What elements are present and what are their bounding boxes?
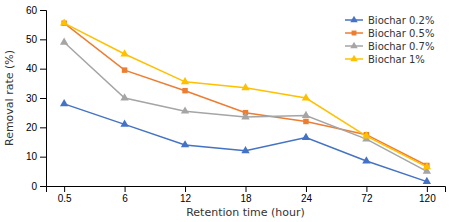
series-marker	[60, 18, 68, 25]
series-marker	[302, 111, 310, 118]
legend-label: Biochar 0.7%	[368, 41, 434, 52]
legend-item: Biochar 1%	[345, 54, 425, 65]
series-marker	[181, 106, 189, 113]
series-marker	[362, 156, 370, 163]
y-tick-label: 40	[26, 63, 38, 74]
legend-marker	[350, 16, 357, 22]
series-marker	[181, 77, 189, 84]
x-tick: 12	[180, 186, 192, 204]
x-tick-label: 12	[180, 193, 192, 204]
x-tick-mark	[246, 186, 247, 192]
x-tick: 0.5	[58, 186, 72, 204]
series-marker	[182, 88, 187, 93]
x-tick-label: 72	[361, 193, 373, 204]
y-tick: 60	[26, 5, 46, 16]
plot: 0.5 6 12 18 24 72 120 0 10 20 30 40 50 60 Biochar 0.2%…	[26, 5, 446, 204]
y-axis-line	[40, 11, 47, 187]
series-marker	[120, 49, 128, 56]
series-marker	[120, 120, 128, 127]
y-axis: 0 10 20 30 40 50 60	[26, 5, 47, 192]
y-tick-label: 60	[26, 5, 38, 16]
legend-item: Biochar 0.2%	[345, 15, 434, 26]
legend-marker	[350, 55, 357, 61]
x-tick-mark	[64, 186, 65, 192]
series-marker	[122, 67, 127, 72]
x-tick-label: 120	[419, 193, 436, 204]
x-tick-label: 24	[301, 193, 313, 204]
series-marker	[423, 162, 431, 169]
series-marker	[241, 112, 249, 119]
series-marker	[241, 83, 249, 90]
x-tick-label: 0.5	[58, 193, 72, 204]
x-axis-line	[47, 187, 446, 193]
y-tick-mark	[40, 157, 46, 158]
series-marker	[241, 146, 249, 153]
legend-marker	[350, 42, 357, 48]
x-tick-mark	[185, 186, 186, 192]
x-tick: 120	[419, 186, 436, 204]
x-tick: 6	[122, 186, 128, 204]
x-tick-mark	[125, 186, 126, 192]
y-tick-mark	[40, 127, 46, 128]
x-tick: 18	[240, 186, 252, 204]
legend-label: Biochar 0.5%	[368, 28, 434, 39]
series-marker	[60, 99, 68, 106]
legend-label: Biochar 1%	[368, 54, 425, 65]
y-tick-mark	[40, 98, 46, 99]
y-tick-mark	[40, 10, 46, 11]
x-tick-mark	[427, 186, 428, 192]
legend-item: Biochar 0.7%	[345, 41, 434, 52]
y-tick-mark	[40, 186, 46, 187]
legend-item: Biochar 0.5%	[345, 28, 434, 39]
legend-marker	[352, 31, 357, 36]
y-tick: 30	[26, 93, 46, 104]
x-tick-label: 18	[240, 193, 252, 204]
y-tick: 50	[26, 34, 46, 45]
x-tick: 72	[361, 186, 373, 204]
x-tick: 24	[301, 186, 313, 204]
series-marker	[423, 177, 431, 184]
series-marker	[120, 93, 128, 100]
y-tick: 10	[26, 151, 46, 162]
chart: 0.5 6 12 18 24 72 120 0 10 20 30 40 50 60 Biochar 0.2%…	[0, 0, 457, 222]
legend: Biochar 0.2% Biochar 0.5% Biochar 0.7% Bioc…	[345, 15, 434, 65]
y-tick-label: 0	[31, 181, 37, 192]
x-axis: 0.5 6 12 18 24 72 120	[47, 186, 446, 204]
y-tick-mark	[40, 39, 46, 40]
y-tick-label: 30	[26, 93, 38, 104]
y-tick-label: 50	[26, 34, 38, 45]
x-tick-label: 6	[122, 193, 128, 204]
series-line	[64, 42, 427, 171]
series-marker	[60, 37, 68, 44]
series-marker	[303, 119, 308, 124]
series-marker	[362, 131, 370, 138]
x-axis-title: Retention time (hour)	[186, 206, 305, 219]
series-marker	[302, 93, 310, 100]
y-tick: 40	[26, 63, 46, 74]
series	[60, 37, 431, 173]
y-axis-title: Removal rate (%)	[3, 50, 16, 146]
series-marker	[302, 133, 310, 140]
series-marker	[181, 140, 189, 147]
y-tick-label: 20	[26, 122, 38, 133]
y-tick-mark	[40, 69, 46, 70]
y-tick: 0	[31, 181, 46, 192]
y-tick-label: 10	[26, 151, 38, 162]
legend-label: Biochar 0.2%	[368, 15, 434, 26]
y-tick: 20	[26, 122, 46, 133]
x-tick-mark	[306, 186, 307, 192]
x-tick-mark	[366, 186, 367, 192]
